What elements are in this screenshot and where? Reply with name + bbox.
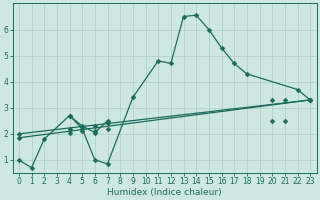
X-axis label: Humidex (Indice chaleur): Humidex (Indice chaleur): [107, 188, 222, 197]
